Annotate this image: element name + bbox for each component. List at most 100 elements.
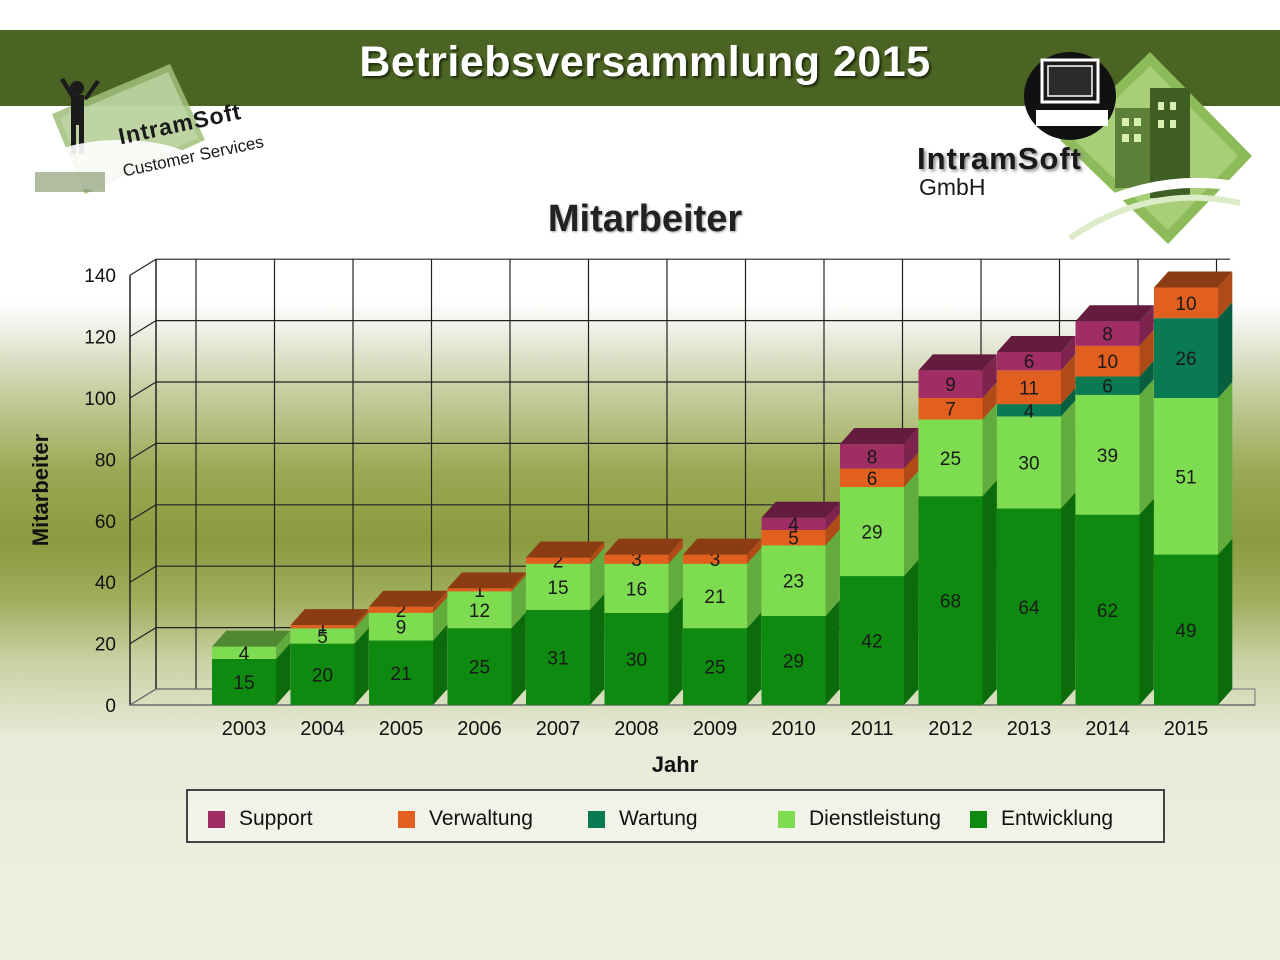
x-tick-label: 2005 [379,718,424,740]
data-label: 3 [710,550,721,571]
bar-verwaltung-2011 [840,468,904,488]
bar-side-verwaltung-2009 [747,538,762,564]
bar-verwaltung-2012 [918,398,983,420]
bar-side-entwicklung-2008 [668,596,683,705]
legend-label: Dienstleistung [809,807,941,830]
data-label: 5 [317,627,328,648]
bar-dienstleistung-2014 [1075,394,1140,515]
legend-label: Entwicklung [1001,807,1114,830]
bar-top-2013 [997,335,1076,352]
bar-entwicklung-2006 [447,628,512,705]
x-tick-label: 2003 [222,718,267,740]
bar-support-2013 [997,351,1061,371]
x-tick-label: 2008 [614,718,659,740]
gridline-side [129,381,157,399]
data-label: 30 [1018,453,1039,474]
legend-swatch [208,810,225,828]
bar-side-dienstleistung-2008 [668,547,683,613]
bar-verwaltung-2013 [997,370,1061,405]
x-tick-label: 2013 [1007,718,1052,740]
data-label: 5 [788,529,799,550]
bar-verwaltung-2009 [683,554,747,564]
bar-verwaltung-2014 [1075,345,1140,377]
bar-side-dienstleistung-2011 [904,471,919,577]
gridline-side [129,627,157,645]
bar-dienstleistung-2012 [918,419,983,497]
legend-item-verwaltung: Verwaltung [398,807,533,831]
data-label: 62 [1097,601,1118,622]
data-label: 29 [783,651,804,672]
bar-verwaltung-2010 [761,530,826,546]
x-tick-label: 2015 [1164,718,1209,740]
data-label: 49 [1175,621,1196,642]
bar-wartung-2013 [997,404,1061,417]
bar-verwaltung-2015 [1154,287,1218,319]
bar-entwicklung-2011 [840,576,904,705]
data-label: 11 [1019,378,1039,399]
data-label: 26 [1175,349,1196,370]
bar-side-dienstleistung-2009 [747,547,762,629]
data-label: 9 [945,375,956,396]
intramsoft-logo-subtitle: GmbH [919,174,986,200]
data-label: 64 [1018,598,1040,619]
gridline-side [129,442,157,460]
bar-entwicklung-2005 [369,640,433,705]
bar-wartung-2015 [1154,318,1218,398]
bar-side-entwicklung-2014 [1139,498,1154,705]
legend-item-wartung: Wartung [588,807,698,831]
legend-label: Verwaltung [429,807,533,830]
bar-dienstleistung-2003 [212,646,276,659]
bar-verwaltung-2008 [604,554,669,564]
legend-item-entwicklung: Entwicklung [970,807,1113,831]
legend-label: Wartung [619,807,698,830]
bar-dienstleistung-2011 [840,487,904,577]
x-axis-label: Jahr [652,752,699,777]
bar-side-verwaltung-2004 [354,609,369,629]
customer-services-logo-graphic [35,64,205,194]
data-label: 16 [626,579,647,600]
x-tick-label: 2006 [457,718,502,740]
bar-top-2005 [369,590,448,607]
legend-item-dienstleistung: Dienstleistung [778,807,941,831]
bar-dienstleistung-2010 [761,545,826,616]
y-tick-label: 20 [95,635,116,656]
x-tick-label: 2012 [928,718,973,740]
bar-dienstleistung-2007 [526,563,590,610]
bar-side-entwicklung-2015 [1218,538,1233,705]
bar-side-dienstleistung-2012 [982,403,997,497]
bar-side-support-2013 [1061,335,1076,371]
y-tick-label: 0 [105,696,116,717]
gridline-side [129,258,157,276]
bar-side-verwaltung-2011 [904,452,919,488]
bar-top-2003 [212,630,291,647]
data-label: 20 [312,665,333,686]
bar-side-entwicklung-2011 [904,560,919,705]
bar-side-dienstleistung-2013 [1061,400,1076,509]
data-label: 39 [1097,446,1118,467]
data-label: 12 [469,601,490,622]
bar-side-support-2011 [904,428,919,469]
bar-side-dienstleistung-2004 [354,612,369,644]
data-label: 31 [547,648,568,669]
bar-dienstleistung-2005 [369,612,433,641]
bar-side-entwicklung-2012 [982,480,997,705]
bar-side-dienstleistung-2014 [1139,378,1154,515]
bar-entwicklung-2012 [918,496,983,705]
bar-side-verwaltung-2013 [1061,354,1076,405]
chart-title: Mitarbeiter [547,198,743,240]
data-label: 1 [474,581,485,602]
bar-support-2014 [1075,321,1140,346]
bar-side-entwicklung-2009 [747,612,762,705]
bar-top-2015 [1154,271,1233,288]
bar-verwaltung-2006 [447,588,512,592]
bar-top-2008 [604,538,683,555]
data-label: 8 [867,447,878,468]
bar-top-2010 [761,501,840,518]
gridline-side [129,504,157,522]
x-tick-label: 2014 [1085,718,1130,740]
bar-side-entwicklung-2005 [433,624,448,705]
bar-top-2009 [683,538,762,555]
legend-swatch [588,810,605,828]
data-label: 15 [233,673,254,694]
